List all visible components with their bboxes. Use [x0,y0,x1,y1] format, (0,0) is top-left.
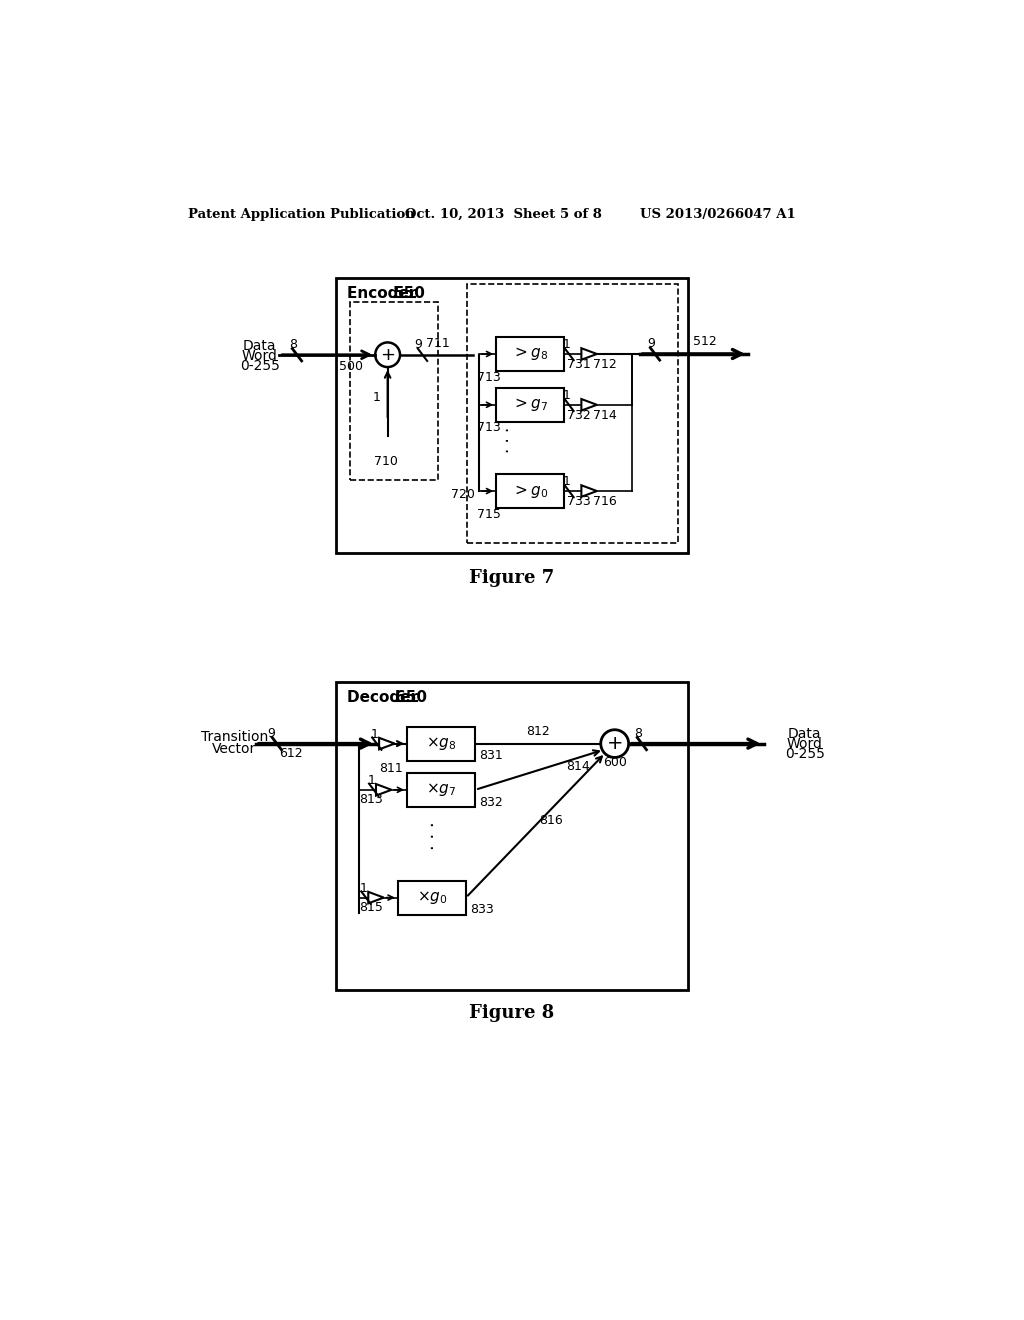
Text: 512: 512 [693,335,717,348]
Text: $> g_0$: $> g_0$ [512,483,549,499]
Text: 831: 831 [479,750,503,763]
Text: 814: 814 [566,760,590,774]
Text: 833: 833 [470,903,494,916]
Text: 600: 600 [603,756,627,770]
Text: 1: 1 [368,774,375,787]
Text: 713: 713 [477,371,501,384]
Text: 812: 812 [526,725,550,738]
Text: 1: 1 [563,475,570,488]
Text: 1: 1 [563,389,570,403]
Text: US 2013/0266047 A1: US 2013/0266047 A1 [640,209,796,222]
Text: 720: 720 [452,488,475,502]
Bar [496,337,564,371]
Text: Figure 8: Figure 8 [469,1005,554,1022]
Bar [496,388,564,422]
Bar [336,277,687,553]
Bar [407,726,475,760]
Text: 8: 8 [289,338,297,351]
Text: 500: 500 [339,360,364,372]
Text: 1: 1 [359,882,368,895]
Text: 716: 716 [593,495,616,508]
Text: 9: 9 [415,338,423,351]
Text: Decoder: Decoder [347,690,424,705]
Text: Data: Data [787,727,821,742]
Text: Word: Word [242,348,278,363]
Text: +: + [606,734,623,754]
Text: Encoder: Encoder [347,285,422,301]
Text: 0-255: 0-255 [240,359,280,372]
Text: 9: 9 [267,727,275,741]
Text: 650: 650 [395,690,427,705]
Text: $\times g_7$: $\times g_7$ [426,781,457,799]
Text: 1: 1 [563,338,570,351]
Text: Figure 7: Figure 7 [469,569,554,587]
Bar [467,284,678,544]
Bar [336,682,687,990]
Text: 731: 731 [566,358,591,371]
Text: 732: 732 [566,409,591,422]
Text: 1: 1 [373,391,381,404]
Text: 832: 832 [479,796,503,809]
Bar [349,302,438,480]
Text: 1: 1 [371,727,379,741]
Text: 612: 612 [279,747,302,760]
Text: Transition: Transition [201,730,268,744]
Text: 550: 550 [394,285,426,301]
Text: 813: 813 [359,793,383,807]
Text: 8: 8 [634,727,642,741]
Text: Patent Application Publication: Patent Application Publication [188,209,415,222]
Text: 710: 710 [375,454,398,467]
Text: $\times g_0$: $\times g_0$ [417,890,447,906]
Text: Data: Data [243,338,276,352]
Text: 816: 816 [539,814,562,828]
Text: 733: 733 [566,495,591,508]
Text: $> g_8$: $> g_8$ [512,346,549,363]
Text: $\times g_8$: $\times g_8$ [426,735,457,752]
Text: 811: 811 [379,762,403,775]
Text: · · ·: · · · [501,426,518,453]
Bar [496,474,564,508]
Bar [397,880,466,915]
Text: 715: 715 [477,508,501,520]
Text: +: + [380,346,395,364]
Text: 712: 712 [593,358,616,371]
Text: 9: 9 [647,338,655,351]
Text: · · ·: · · · [425,821,443,850]
Text: Vector: Vector [212,742,256,756]
Text: 0-255: 0-255 [784,747,824,762]
Bar [407,774,475,807]
Text: Word: Word [786,738,822,751]
Text: 815: 815 [359,902,383,915]
Text: 713: 713 [477,421,501,434]
Text: 714: 714 [593,409,616,422]
Text: 711: 711 [426,337,450,350]
Text: $> g_7$: $> g_7$ [512,396,549,413]
Text: Oct. 10, 2013  Sheet 5 of 8: Oct. 10, 2013 Sheet 5 of 8 [406,209,602,222]
